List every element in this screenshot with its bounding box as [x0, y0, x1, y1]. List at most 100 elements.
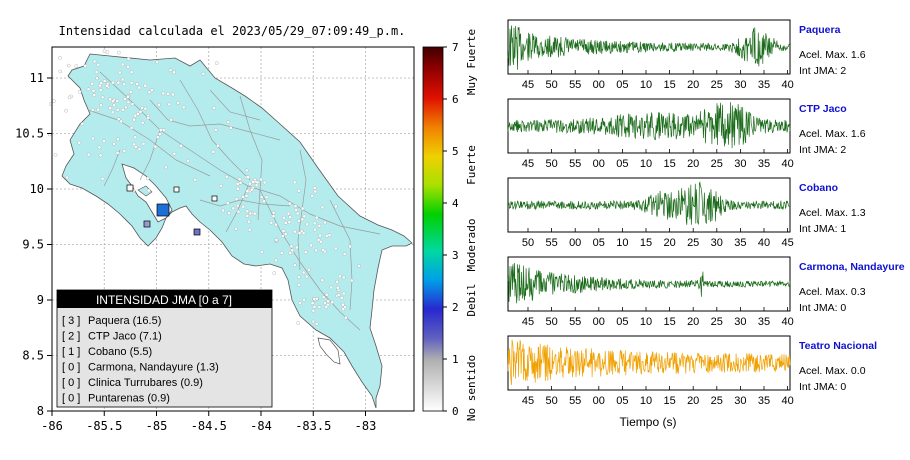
network-station-dot — [226, 201, 230, 205]
waveform-tick-label: 50 — [545, 316, 557, 328]
network-station-dot — [247, 219, 251, 224]
waveform-tick-label: 30 — [734, 158, 746, 170]
island — [137, 185, 153, 197]
network-station-dot — [336, 286, 340, 290]
network-station-dot — [313, 227, 317, 232]
network-station-dot — [259, 195, 264, 199]
waveform-tick-label: 00 — [593, 395, 605, 407]
network-station-dot — [91, 136, 95, 141]
network-station-dot — [255, 180, 260, 185]
waveform-trace — [507, 339, 791, 386]
network-station-dot — [274, 258, 278, 263]
network-station-dot — [334, 246, 338, 251]
network-station-dot — [297, 219, 301, 223]
network-station-dot — [340, 296, 344, 300]
network-station-dot — [221, 208, 225, 213]
network-station-dot — [129, 81, 134, 85]
waveform-tick-label: 10 — [640, 79, 652, 91]
network-station-dot — [280, 234, 285, 238]
network-station-dot — [117, 50, 121, 55]
network-station-dot — [167, 102, 171, 107]
waveform-tick-label: 05 — [616, 395, 628, 407]
marker-ctp-jaco[interactable] — [193, 228, 201, 236]
network-station-dot — [314, 215, 319, 220]
network-station-dot — [248, 211, 253, 216]
network-station-dot — [318, 233, 322, 238]
station-jma: Int JMA: 0 — [799, 381, 846, 393]
marker-carmona[interactable] — [126, 184, 134, 192]
network-station-dot — [320, 278, 325, 283]
network-station-dot — [330, 300, 335, 304]
network-station-dot — [98, 153, 103, 158]
waveform-tick-label: 30 — [734, 316, 746, 328]
map-y-tick-label: 8.5 — [22, 349, 44, 363]
network-station-dot — [172, 70, 176, 75]
network-station-dot — [201, 71, 206, 76]
network-station-dot — [171, 92, 175, 97]
station-accel: Acel. Max. 1.6 — [799, 128, 866, 140]
legend-row-level: [ 0 ] — [62, 393, 80, 405]
network-station-dot — [116, 80, 121, 85]
network-station-dot — [100, 95, 105, 100]
waveform-frame — [507, 256, 791, 312]
network-station-dot — [309, 243, 313, 248]
colorbar-tick-label: 0 — [452, 405, 459, 418]
network-station-dot — [234, 197, 239, 201]
network-station-dot — [123, 97, 127, 101]
network-station-dot — [110, 110, 115, 115]
network-station-dot — [297, 231, 302, 235]
marker-puntarenas[interactable] — [173, 186, 180, 193]
colorbar-tick-label: 4 — [452, 197, 459, 210]
legend-row-name: Paquera (16.5) — [88, 315, 161, 327]
network-station-dot — [227, 211, 231, 216]
legend-row-name: CTP Jaco (7.1) — [88, 331, 162, 343]
network-station-dot — [112, 142, 116, 146]
network-station-dot — [287, 201, 292, 206]
costa-rica-landmass — [61, 53, 413, 409]
network-station-dot — [115, 99, 120, 103]
network-station-dot — [283, 232, 288, 236]
network-station-dot — [288, 251, 292, 255]
network-station-dot — [52, 99, 56, 103]
marker-cobano[interactable] — [143, 220, 151, 228]
colorbar-tick-label: 7 — [452, 41, 459, 54]
waveform-tick-label: 25 — [711, 316, 723, 328]
network-station-dot — [286, 211, 291, 216]
network-station-dot — [133, 135, 138, 139]
network-station-dot — [236, 209, 241, 214]
network-station-dot — [83, 64, 88, 68]
network-station-dot — [157, 103, 161, 107]
waveform-tick-label: 15 — [663, 79, 675, 91]
map-y-tick-label: 9 — [37, 293, 44, 307]
network-station-dot — [245, 214, 250, 218]
network-station-dot — [348, 244, 352, 249]
network-station-dot — [231, 206, 236, 211]
network-station-dot — [297, 283, 301, 287]
station-name: CTP Jaco — [799, 103, 847, 115]
network-station-dot — [102, 139, 106, 143]
station-accel: Acel. Max. 1.6 — [799, 49, 866, 61]
waveform-tick-label: 30 — [711, 237, 723, 249]
waveform-tick-label: 45 — [781, 237, 793, 249]
network-station-dot — [153, 144, 158, 149]
network-station-dot — [159, 128, 163, 132]
station-name: Cobano — [799, 182, 838, 194]
network-station-dot — [281, 229, 286, 233]
network-station-dot — [213, 128, 218, 132]
network-station-dot — [176, 101, 180, 105]
waveform-tick-label: 45 — [522, 395, 534, 407]
legend-row-level: [ 0 ] — [62, 377, 80, 389]
network-station-dot — [315, 322, 319, 326]
network-station-dot — [302, 214, 307, 219]
waveform-tick-label: 15 — [663, 395, 675, 407]
network-station-dot — [130, 102, 135, 106]
waveform-tick-label: 55 — [545, 237, 557, 249]
network-station-dot — [67, 95, 72, 100]
marker-turrubares[interactable] — [211, 195, 218, 202]
colorbar-tick-label: 2 — [452, 301, 459, 314]
network-station-dot — [294, 208, 298, 212]
network-station-dot — [132, 142, 136, 147]
network-station-dot — [156, 135, 160, 139]
marker-paquera[interactable] — [156, 203, 170, 217]
map-title: Intensidad calculada el 2023/05/29_07:09… — [59, 24, 406, 38]
